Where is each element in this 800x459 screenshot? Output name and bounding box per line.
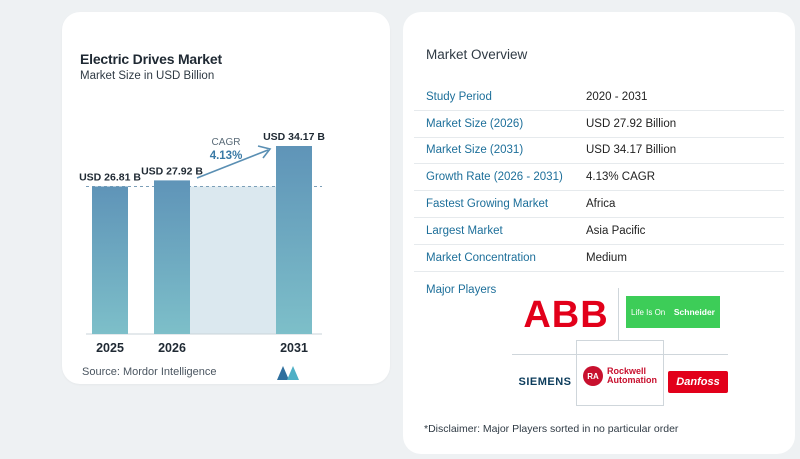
grid-divider bbox=[512, 354, 728, 355]
row-key: Market Size (2031) bbox=[426, 144, 524, 157]
table-row: Market Concentration Medium bbox=[414, 245, 784, 272]
schneider-logo: Life Is On Schneider bbox=[626, 296, 720, 328]
grid-divider bbox=[576, 405, 664, 406]
row-key: Growth Rate (2026 - 2031) bbox=[426, 171, 563, 184]
table-row: Market Size (2031) USD 34.17 Billion bbox=[414, 138, 784, 165]
bar-chart: USD 26.81 B 2025 USD 27.92 B 2026 USD 34.17 … bbox=[79, 131, 325, 355]
x-tick-label: 2025 bbox=[96, 341, 124, 355]
growth-shade bbox=[190, 186, 276, 334]
table-row: Market Size (2026) USD 27.92 Billion bbox=[414, 111, 784, 138]
rockwell-logo: RA Rockwell Automation bbox=[583, 362, 661, 390]
row-value: USD 27.92 Billion bbox=[586, 117, 677, 130]
table-row: Largest Market Asia Pacific bbox=[414, 218, 784, 245]
cagr-value: 4.13% bbox=[210, 150, 243, 162]
table-row: Growth Rate (2026 - 2031) 4.13% CAGR bbox=[414, 164, 784, 192]
row-value: 4.13% CAGR bbox=[586, 171, 656, 184]
disclaimer: *Disclaimer: Major Players sorted in no … bbox=[424, 423, 679, 435]
schneider-tagline: Life Is On bbox=[631, 307, 666, 317]
row-key: Largest Market bbox=[426, 224, 503, 237]
mordor-logo-icon bbox=[277, 366, 299, 380]
row-key: Market Concentration bbox=[426, 251, 536, 264]
x-tick-label: 2031 bbox=[280, 341, 308, 355]
grid-divider bbox=[618, 288, 619, 340]
bar-value-label: USD 27.92 B bbox=[141, 165, 203, 177]
cagr-label: CAGR bbox=[212, 137, 241, 148]
danfoss-logo: Danfoss bbox=[668, 371, 728, 393]
overview-title: Market Overview bbox=[426, 47, 528, 62]
grid-divider bbox=[663, 340, 664, 406]
bar-value-label: USD 34.17 B bbox=[263, 131, 325, 143]
rockwell-badge-icon: RA bbox=[583, 366, 603, 386]
chart-subtitle: Market Size in USD Billion bbox=[80, 70, 215, 82]
rockwell-text: Rockwell Automation bbox=[607, 367, 657, 385]
grid-divider bbox=[576, 340, 664, 341]
rockwell-line1: Rockwell bbox=[607, 366, 647, 376]
chart-title: Electric Drives Market bbox=[80, 51, 222, 67]
x-tick-label: 2026 bbox=[158, 341, 186, 355]
row-value: 2020 - 2031 bbox=[586, 90, 648, 103]
row-value: Medium bbox=[586, 251, 627, 264]
major-players-label: Major Players bbox=[426, 284, 497, 296]
rockwell-line2: Automation bbox=[607, 375, 657, 385]
row-value: USD 34.17 Billion bbox=[586, 144, 677, 157]
overview-table: Study Period 2020 - 2031 Market Size (202… bbox=[414, 84, 784, 272]
bar-value-label: USD 26.81 B bbox=[79, 171, 141, 183]
bar-2026 bbox=[154, 180, 190, 334]
siemens-logo: SIEMENS bbox=[514, 374, 576, 390]
abb-logo: ABB bbox=[523, 293, 609, 336]
row-key: Market Size (2026) bbox=[426, 117, 524, 130]
cagr-arrowhead bbox=[257, 145, 272, 159]
row-value: Asia Pacific bbox=[586, 224, 646, 237]
cagr-arrow bbox=[196, 149, 269, 179]
bar-2031 bbox=[276, 146, 312, 334]
grid-divider bbox=[576, 340, 577, 406]
source-note: Source: Mordor Intelligence bbox=[82, 366, 217, 378]
row-value: Africa bbox=[586, 198, 616, 211]
table-row: Study Period 2020 - 2031 bbox=[414, 84, 784, 111]
row-key: Fastest Growing Market bbox=[426, 198, 549, 211]
row-key: Study Period bbox=[426, 90, 492, 103]
table-row: Fastest Growing Market Africa bbox=[414, 191, 784, 218]
bar-2025 bbox=[92, 186, 128, 334]
schneider-name: Schneider bbox=[673, 307, 715, 317]
